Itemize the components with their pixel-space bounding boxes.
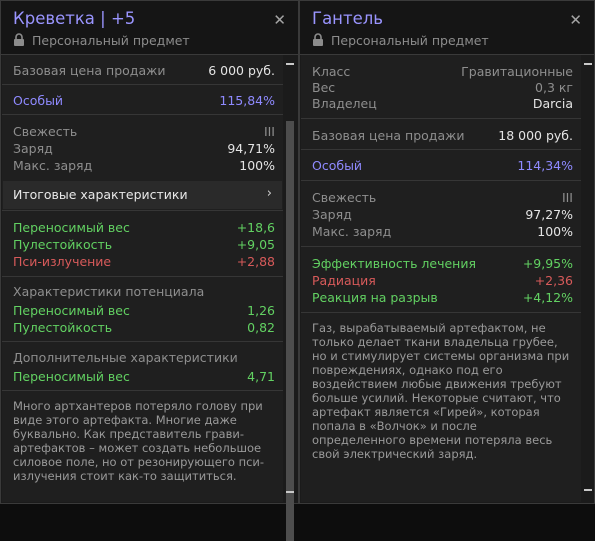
scrollbar[interactable] (581, 55, 593, 503)
rarity-label: Особый (312, 158, 363, 173)
base-price-row: Базовая цена продажи 6 000 руб. (13, 62, 275, 79)
item-description: Газ, вырабатываемый артефактом, не тольк… (312, 321, 570, 461)
weight-value: 0,3 кг (535, 80, 573, 95)
item-description: Много артхантеров потеряло голову при ви… (13, 399, 265, 483)
item-title: Гантель (312, 9, 383, 28)
potential-row: Переносимый вес 1,26 (13, 302, 275, 319)
stat-label: Переносимый вес (13, 220, 130, 235)
rarity-row: Особый 114,34% (312, 157, 573, 174)
item-subtitle: Персональный предмет (331, 33, 489, 48)
rarity-row: Особый 115,84% (13, 92, 275, 109)
base-price-label: Базовая цена продажи (13, 63, 166, 78)
item-title: Креветка | +5 (13, 9, 136, 28)
max-charge-label: Макс. заряд (312, 224, 392, 239)
stat-label: Пси-излучение (13, 254, 112, 269)
stat-value: +9,95% (522, 256, 573, 271)
extra-header: Дополнительные характеристики (13, 350, 238, 365)
potential-row: Пулестойкость 0,82 (13, 319, 275, 336)
freshness-value: III (561, 190, 573, 205)
freshness-row: Свежесть III (312, 189, 573, 206)
max-charge-label: Макс. заряд (13, 158, 93, 173)
charge-row: Заряд 94,71% (13, 140, 275, 157)
owner-row: Владелец Darcia (312, 95, 573, 112)
stat-value: +2,88 (236, 254, 275, 269)
chevron-right-icon: › (266, 186, 272, 201)
stat-row: Эффективность лечения +9,95% (312, 255, 573, 272)
charge-value: 94,71% (227, 141, 275, 156)
freshness-label: Свежесть (13, 124, 78, 139)
close-icon[interactable]: ✕ (273, 11, 286, 29)
extra-value: 4,71 (247, 369, 275, 384)
max-charge-value: 100% (537, 224, 573, 239)
item-tooltip-panel-shrimp: Креветка | +5 ✕ Персональный предмет Баз… (0, 0, 299, 541)
potential-label: Переносимый вес (13, 303, 130, 318)
base-price-row: Базовая цена продажи 18 000 руб. (312, 127, 573, 144)
owner-label: Владелец (312, 96, 377, 111)
lock-icon (313, 33, 323, 46)
weight-row: Вес 0,3 кг (312, 79, 573, 96)
rarity-value: 115,84% (219, 93, 275, 108)
stat-value: +9,05 (236, 237, 275, 252)
class-label: Класс (312, 64, 351, 79)
extra-row: Переносимый вес 4,71 (13, 368, 275, 385)
stat-label: Реакция на разрыв (312, 290, 438, 305)
stat-value: +4,12% (522, 290, 573, 305)
class-row: Класс Гравитационные (312, 63, 573, 80)
class-value: Гравитационные (461, 64, 573, 79)
stat-row: Радиация +2,36 (312, 272, 573, 289)
charge-value: 97,27% (525, 207, 573, 222)
stat-row: Реакция на разрыв +4,12% (312, 289, 573, 306)
stat-row: Переносимый вес +18,6 (13, 219, 275, 236)
rarity-value: 114,34% (517, 158, 573, 173)
base-price-label: Базовая цена продажи (312, 128, 465, 143)
freshness-label: Свежесть (312, 190, 377, 205)
charge-label: Заряд (13, 141, 53, 156)
potential-value: 0,82 (247, 320, 275, 335)
weight-label: Вес (312, 80, 336, 95)
rarity-label: Особый (13, 93, 64, 108)
panel-header: Креветка | +5 ✕ Персональный предмет (1, 1, 298, 55)
stat-row: Пулестойкость +9,05 (13, 236, 275, 253)
stat-row: Пси-излучение +2,88 (13, 253, 275, 270)
max-charge-value: 100% (239, 158, 275, 173)
close-icon[interactable]: ✕ (569, 11, 582, 29)
stat-label: Пулестойкость (13, 237, 113, 252)
stat-value: +2,36 (534, 273, 573, 288)
panel-body: Базовая цена продажи 6 000 руб. Особый 1… (2, 55, 283, 502)
stat-label: Эффективность лечения (312, 256, 477, 271)
extra-label: Переносимый вес (13, 369, 130, 384)
max-charge-row: Макс. заряд 100% (312, 223, 573, 240)
summary-characteristics-toggle[interactable]: Итоговые характеристики › (3, 181, 282, 209)
panel-header: Гантель ✕ Персональный предмет (300, 1, 594, 55)
summary-label: Итоговые характеристики (13, 187, 188, 202)
base-price-value: 18 000 руб. (498, 128, 573, 143)
potential-value: 1,26 (247, 303, 275, 318)
freshness-row: Свежесть III (13, 123, 275, 140)
scrollbar-thumb[interactable] (286, 121, 294, 541)
owner-value: Darcia (532, 96, 573, 111)
panel-body: Класс Гравитационные Вес 0,3 кг Владелец… (301, 55, 581, 502)
item-tooltip-panel-dumbbell: Гантель ✕ Персональный предмет Класс Гра… (299, 0, 595, 504)
stat-value: +18,6 (236, 220, 275, 235)
scrollbar[interactable] (283, 55, 297, 541)
charge-label: Заряд (312, 207, 352, 222)
stat-label: Радиация (312, 273, 376, 288)
max-charge-row: Макс. заряд 100% (13, 157, 275, 174)
potential-header: Характеристики потенциала (13, 284, 205, 299)
charge-row: Заряд 97,27% (312, 206, 573, 223)
potential-label: Пулестойкость (13, 320, 113, 335)
freshness-value: III (263, 124, 275, 139)
base-price-value: 6 000 руб. (208, 63, 275, 78)
lock-icon (14, 33, 24, 46)
item-subtitle: Персональный предмет (32, 33, 190, 48)
